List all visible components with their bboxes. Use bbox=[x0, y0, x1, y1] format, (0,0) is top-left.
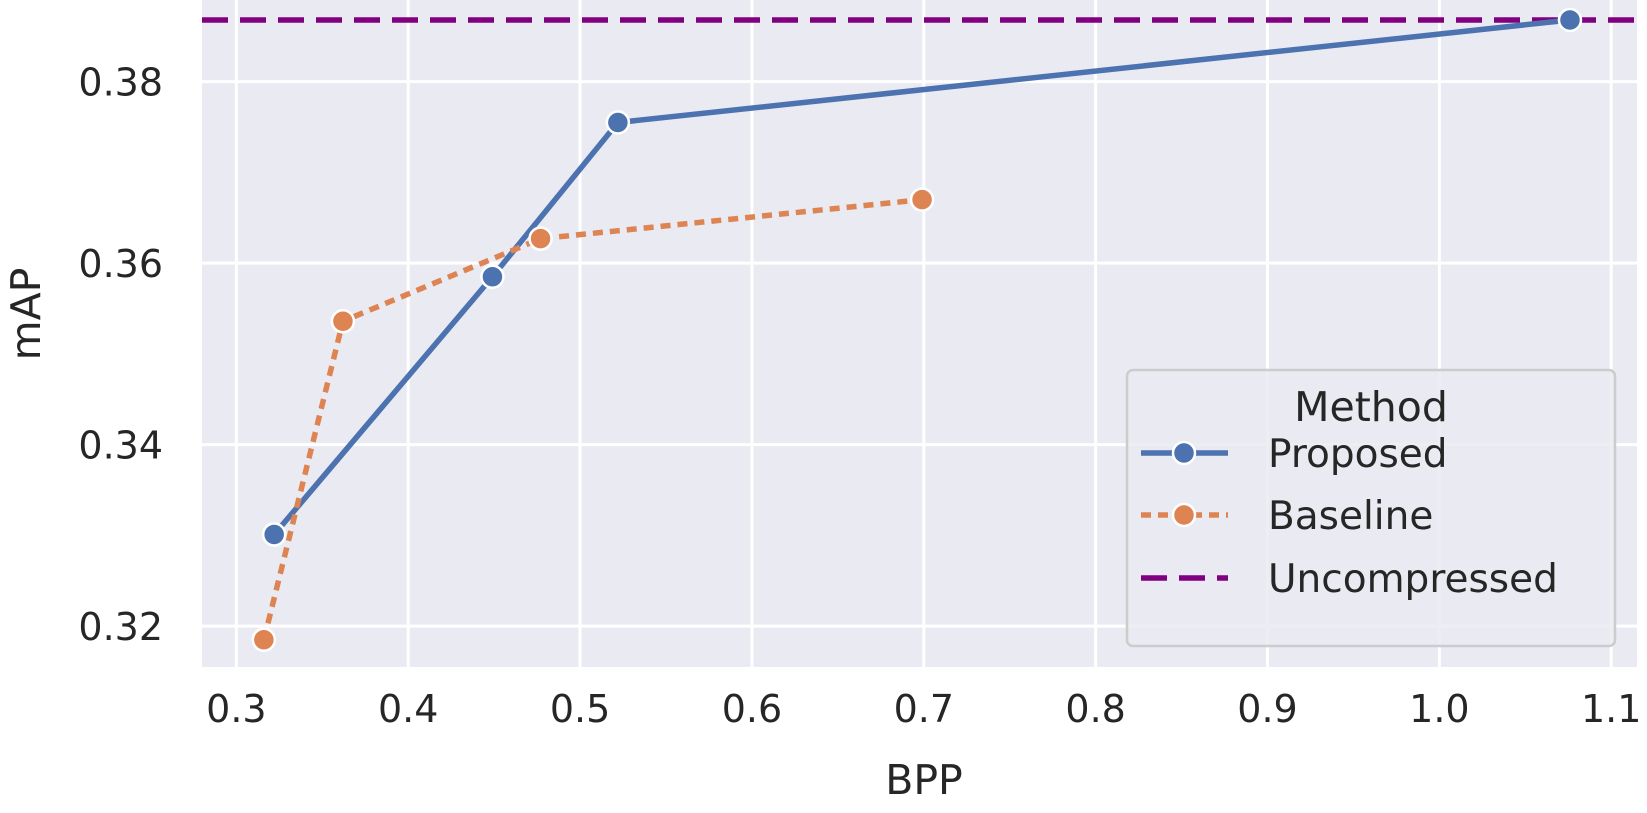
x-tick-label: 0.7 bbox=[894, 687, 954, 731]
series-lines bbox=[261, 17, 1571, 641]
legend-proposed-marker bbox=[1171, 440, 1197, 466]
y-tick-labels: 0.32 0.34 0.36 0.38 bbox=[78, 61, 163, 649]
y-tick-label: 0.32 bbox=[78, 605, 163, 649]
legend-baseline-marker bbox=[1171, 502, 1197, 528]
proposed-point bbox=[1557, 7, 1583, 33]
proposed-point bbox=[605, 110, 631, 135]
y-axis-label: mAP bbox=[2, 268, 50, 361]
x-tick-label: 1.1 bbox=[1581, 687, 1641, 731]
proposed-point bbox=[261, 522, 287, 547]
y-tick-label: 0.34 bbox=[78, 424, 163, 468]
y-tick-label: 0.36 bbox=[78, 242, 163, 286]
x-axis-label: BPP bbox=[885, 756, 963, 804]
y-tick-label: 0.38 bbox=[78, 61, 163, 105]
x-tick-label: 0.5 bbox=[550, 687, 610, 731]
legend-title: Method bbox=[1294, 383, 1448, 431]
legend: Method Proposed Baseline Uncompressed bbox=[1125, 368, 1617, 648]
baseline-point bbox=[330, 308, 356, 334]
legend-uncompressed-label: Uncompressed bbox=[1268, 557, 1558, 602]
x-tick-label: 0.6 bbox=[722, 687, 782, 731]
baseline-point bbox=[251, 627, 277, 653]
series-markers bbox=[251, 7, 1583, 653]
proposed-point bbox=[480, 264, 505, 290]
baseline-point bbox=[528, 226, 553, 251]
x-tick-label: 0.8 bbox=[1065, 687, 1125, 731]
legend-baseline-label: Baseline bbox=[1268, 494, 1433, 539]
x-tick-labels: 0.3 0.4 0.5 0.6 0.7 0.8 0.9 1.0 1.1 bbox=[206, 687, 1641, 731]
x-tick-label: 0.3 bbox=[206, 687, 266, 731]
baseline-line bbox=[261, 196, 923, 641]
x-tick-label: 0.9 bbox=[1237, 687, 1297, 731]
x-tick-label: 0.4 bbox=[378, 687, 438, 731]
legend-box bbox=[1125, 368, 1617, 648]
legend-proposed-label: Proposed bbox=[1268, 432, 1448, 477]
x-tick-label: 1.0 bbox=[1409, 687, 1469, 731]
baseline-point bbox=[909, 187, 935, 212]
proposed-line bbox=[272, 17, 1571, 537]
